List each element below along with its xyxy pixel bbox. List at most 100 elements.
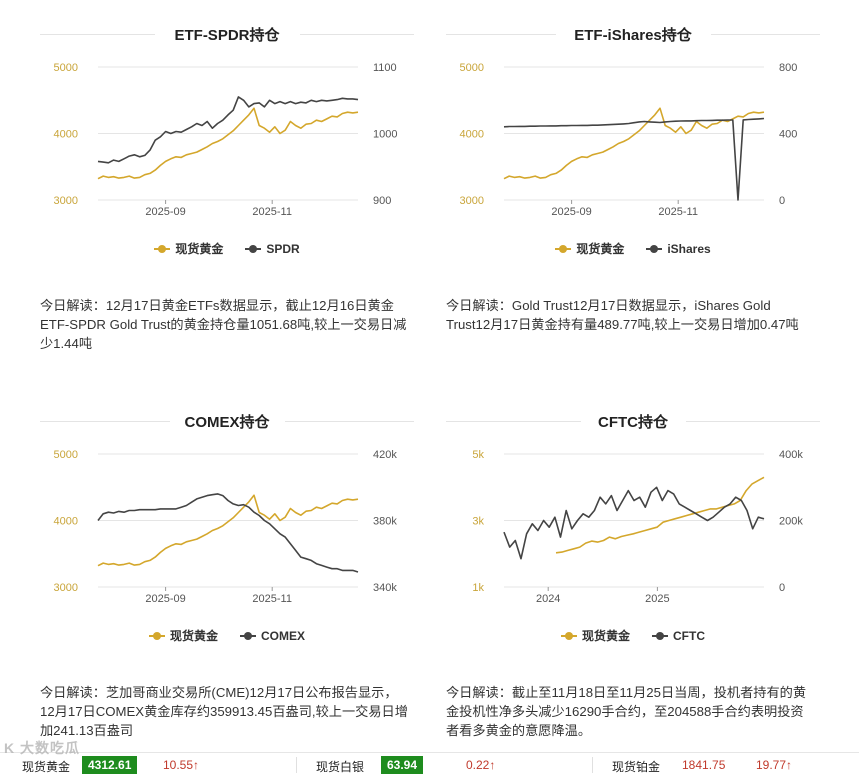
- dark-line-icon: [240, 631, 256, 641]
- ticker-change-gold: 10.55↑: [163, 758, 200, 772]
- title-rule: [446, 33, 820, 36]
- chart-legend: 现货黄金 COMEX: [40, 627, 414, 644]
- ticker-price-gold: 4312.61: [82, 756, 138, 774]
- legend-comex[interactable]: COMEX: [240, 627, 305, 644]
- x-axis-tick: 2025-09: [145, 206, 185, 218]
- ticker-change-platinum: 19.77↑: [756, 758, 793, 772]
- left-axis-tick: 3000: [460, 195, 484, 207]
- series-line-holdings: [503, 117, 765, 201]
- right-axis-tick: 800: [779, 62, 797, 74]
- left-axis-tick: 5000: [54, 449, 78, 461]
- x-axis-tick: 2025-11: [658, 206, 698, 218]
- right-axis-tick: 200k: [779, 516, 803, 528]
- ticker-divider: [296, 757, 297, 773]
- ticker-divider: [592, 757, 593, 773]
- watermark-logo: K 大数吃瓜: [4, 740, 80, 756]
- right-axis-tick: 400k: [779, 449, 803, 461]
- gold-line-icon: [555, 244, 572, 254]
- legend-gold[interactable]: 现货黄金: [148, 627, 218, 644]
- left-axis-tick: 5000: [460, 62, 484, 74]
- dark-line-icon: [245, 244, 262, 254]
- panel-ishares: ETF-iShares持仓 5000 4000 3000 800 400 0 2025-09…: [446, 0, 826, 380]
- legend-label: 现货黄金: [169, 629, 218, 643]
- right-axis-tick: 340k: [373, 582, 397, 594]
- left-axis-tick: 1k: [472, 582, 484, 594]
- x-axis-tick: 2025-09: [551, 206, 591, 218]
- chart-title: ETF-SPDR持仓: [174, 27, 280, 44]
- dark-line-icon: [646, 244, 663, 254]
- chart-title: COMEX持仓: [184, 414, 270, 431]
- chart-note: 今日解读：芝加哥商业交易所(CME)12月17日公布报告显示，12月17日COM…: [40, 685, 408, 738]
- left-axis-tick: 4000: [54, 129, 78, 141]
- panel-cftc: CFTC持仓 5k 3k 1k 400k 200k 0 2024 2025 现货黄金 CFTC…: [446, 387, 826, 767]
- legend-ishares[interactable]: iShares: [646, 240, 711, 257]
- chart-note: 今日解读：Gold Trust12月17日数据显示，iShares Gold T…: [446, 298, 799, 332]
- left-axis-tick: 3000: [54, 195, 78, 207]
- ticker-price-silver: 63.94: [381, 756, 424, 774]
- legend-label: 现货黄金: [576, 242, 625, 256]
- series-line-gold: [555, 476, 765, 554]
- x-axis-tick: 2025-11: [252, 206, 292, 218]
- comex-chart: 5000 4000 3000 420k 380k 340k 2025-09 2025-11: [54, 449, 398, 605]
- legend-label: 现货黄金: [175, 242, 224, 256]
- gold-line-icon: [148, 631, 165, 641]
- series-line-gold: [503, 107, 765, 180]
- series-line-holdings: [97, 96, 359, 164]
- legend-gold[interactable]: 现货黄金: [555, 240, 624, 257]
- legend-gold[interactable]: 现货黄金: [154, 240, 223, 257]
- legend-spdr[interactable]: SPDR: [245, 240, 300, 257]
- legend-label: 现货黄金: [581, 629, 630, 643]
- chart-note: 今日解读：12月17日黄金ETFs数据显示，截止12月16日黄金ETF-SPDR…: [40, 298, 407, 351]
- x-axis-tick: 2025: [645, 593, 669, 605]
- ticker-name-silver[interactable]: 现货白银: [316, 760, 365, 774]
- legend-cftc[interactable]: CFTC: [652, 627, 705, 644]
- ticker-name-gold[interactable]: 现货黄金: [22, 760, 71, 774]
- gold-line-icon: [560, 631, 577, 641]
- title-rule: [40, 420, 414, 423]
- chart-note: 今日解读：截止至11月18日至11月25日当周，投机者持有的黄金投机性净多头减少…: [446, 685, 807, 738]
- legend-label: SPDR: [266, 241, 300, 256]
- title-rule: [446, 420, 820, 423]
- right-axis-tick: 420k: [373, 449, 397, 461]
- ticker-change-silver: 0.22↑: [466, 758, 496, 772]
- series-line-holdings: [503, 486, 765, 560]
- x-axis-tick: 2025-09: [145, 593, 185, 605]
- panel-spdr: ETF-SPDR持仓 5000 4000 3000 1100 1000 900 2025-0…: [40, 0, 420, 380]
- cftc-chart: 5k 3k 1k 400k 200k 0 2024 2025: [472, 449, 803, 605]
- series-line-gold: [97, 494, 359, 567]
- chart-title: ETF-iShares持仓: [574, 27, 692, 44]
- right-axis-tick: 400: [779, 129, 797, 141]
- right-axis-tick: 1100: [373, 62, 397, 74]
- panel-comex: COMEX持仓 5000 4000 3000 420k 380k 340k 2025-09 2…: [40, 387, 420, 767]
- right-axis-tick: 0: [779, 582, 785, 594]
- chart-legend: 现货黄金 SPDR: [40, 240, 414, 257]
- dark-line-icon: [652, 631, 668, 641]
- ticker-price-platinum: 1841.75: [682, 758, 726, 772]
- left-axis-tick: 4000: [54, 516, 78, 528]
- series-line-gold: [97, 107, 359, 180]
- left-axis-tick: 5000: [54, 62, 78, 74]
- right-axis-tick: 380k: [373, 516, 397, 528]
- left-axis-tick: 3000: [54, 582, 78, 594]
- chart-legend: 现货黄金 CFTC: [446, 627, 820, 644]
- left-axis-tick: 5k: [472, 449, 484, 461]
- series-line-holdings: [97, 493, 359, 573]
- legend-label: CFTC: [673, 628, 705, 643]
- right-axis-tick: 1000: [373, 129, 397, 141]
- legend-label: COMEX: [261, 628, 306, 643]
- legend-gold[interactable]: 现货黄金: [560, 627, 630, 644]
- left-axis-tick: 4000: [460, 129, 484, 141]
- x-axis-tick: 2024: [536, 593, 560, 605]
- spdr-chart: 5000 4000 3000 1100 1000 900 2025-09 2025-11: [54, 62, 398, 218]
- gold-line-icon: [154, 244, 171, 254]
- x-axis-tick: 2025-11: [252, 593, 292, 605]
- chart-legend: 现货黄金 iShares: [446, 240, 820, 257]
- right-axis-tick: 0: [779, 195, 785, 207]
- left-axis-tick: 3k: [472, 516, 484, 528]
- price-ticker: 现货黄金 4312.61 10.55↑ 现货白银 63.94 0.22↑ 现货铂…: [0, 752, 859, 777]
- ticker-name-platinum[interactable]: 现货铂金: [612, 760, 661, 774]
- title-rule: [40, 33, 414, 36]
- legend-label: iShares: [667, 241, 711, 256]
- chart-title: CFTC持仓: [598, 414, 668, 431]
